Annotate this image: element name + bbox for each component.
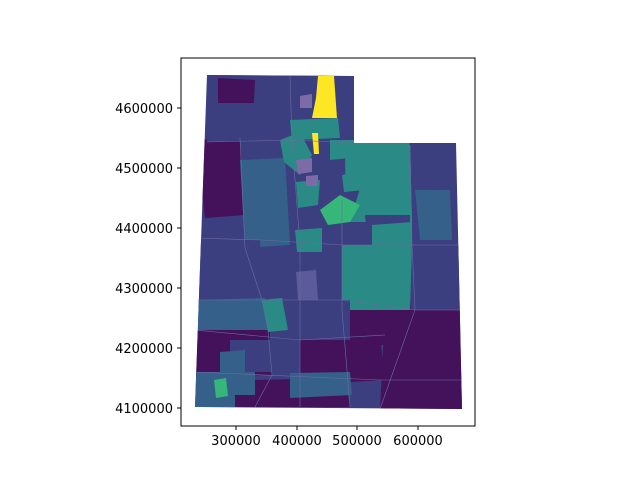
region-san-juan [380, 310, 462, 409]
region-patch-1 [218, 78, 255, 103]
region-patch-3 [235, 395, 256, 407]
region-summit [330, 140, 410, 160]
region-urban-2 [306, 175, 318, 186]
boundary-lines [195, 75, 462, 409]
utah-map [195, 75, 462, 409]
region-patch-7 [415, 190, 452, 240]
region-green-stgeorge [214, 378, 228, 398]
region-layer [195, 75, 462, 409]
x-axis: 300000 400000 500000 600000 [211, 426, 443, 449]
region-teal-kane [290, 372, 352, 398]
region-sevier [270, 300, 350, 340]
region-grand [412, 245, 462, 310]
region-teal-sanpete [295, 228, 322, 252]
region-teal-millard-strip [262, 298, 288, 332]
region-urban-3 [300, 94, 312, 108]
region-urban-4 [296, 270, 318, 300]
region-teal-davis [290, 118, 340, 140]
y-tick-label: 4200000 [115, 342, 173, 357]
region-green-utah-lake [320, 195, 360, 225]
x-tick-label: 400000 [272, 434, 322, 449]
region-teal-slc [296, 180, 320, 208]
region-teal-carbon [342, 172, 364, 192]
x-tick-label: 600000 [393, 434, 443, 449]
y-axis: 4100000 4200000 4300000 4400000 4500000 … [115, 102, 181, 417]
y-tick-label: 4500000 [115, 162, 173, 177]
y-tick-label: 4300000 [115, 282, 173, 297]
x-tick-label: 300000 [211, 434, 261, 449]
region-juab [195, 238, 262, 302]
region-tooele [240, 158, 290, 248]
region-duchesne [345, 145, 412, 222]
region-yellow-ogden [312, 133, 319, 154]
axes-frame [180, 57, 476, 427]
region-patch-8 [220, 350, 245, 375]
y-tick-label: 4400000 [115, 222, 173, 237]
region-emery [342, 245, 412, 310]
region-iron [230, 340, 300, 372]
x-tick-label: 500000 [332, 434, 382, 449]
y-tick-label: 4600000 [115, 102, 173, 117]
y-tick-label: 4100000 [115, 402, 173, 417]
region-millard [198, 298, 268, 330]
region-urban-1 [296, 158, 312, 174]
region-patch-2 [210, 160, 240, 185]
region-teal-center [372, 222, 412, 245]
region-yellow-logan [312, 76, 337, 118]
